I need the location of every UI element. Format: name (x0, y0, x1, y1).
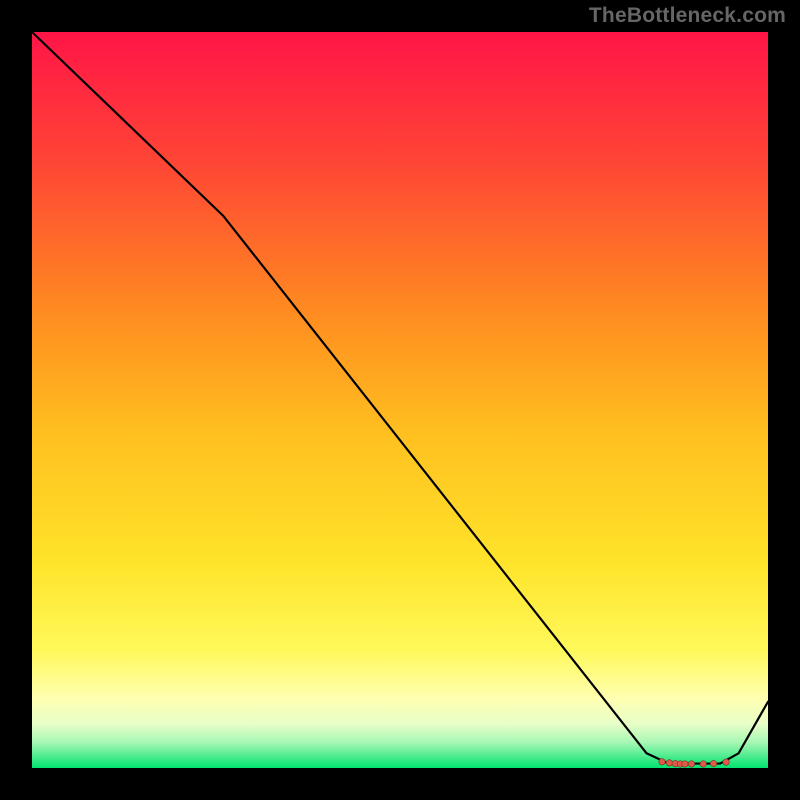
marker-point (666, 760, 672, 766)
marker-point (700, 761, 706, 767)
bottleneck-chart (0, 0, 800, 800)
chart-container: TheBottleneck.com (0, 0, 800, 800)
marker-point (723, 759, 729, 765)
chart-background-gradient (32, 32, 768, 768)
marker-point (688, 761, 694, 767)
marker-point (659, 759, 665, 765)
watermark-text: TheBottleneck.com (589, 4, 786, 28)
marker-point (682, 761, 688, 767)
marker-point (710, 760, 716, 766)
